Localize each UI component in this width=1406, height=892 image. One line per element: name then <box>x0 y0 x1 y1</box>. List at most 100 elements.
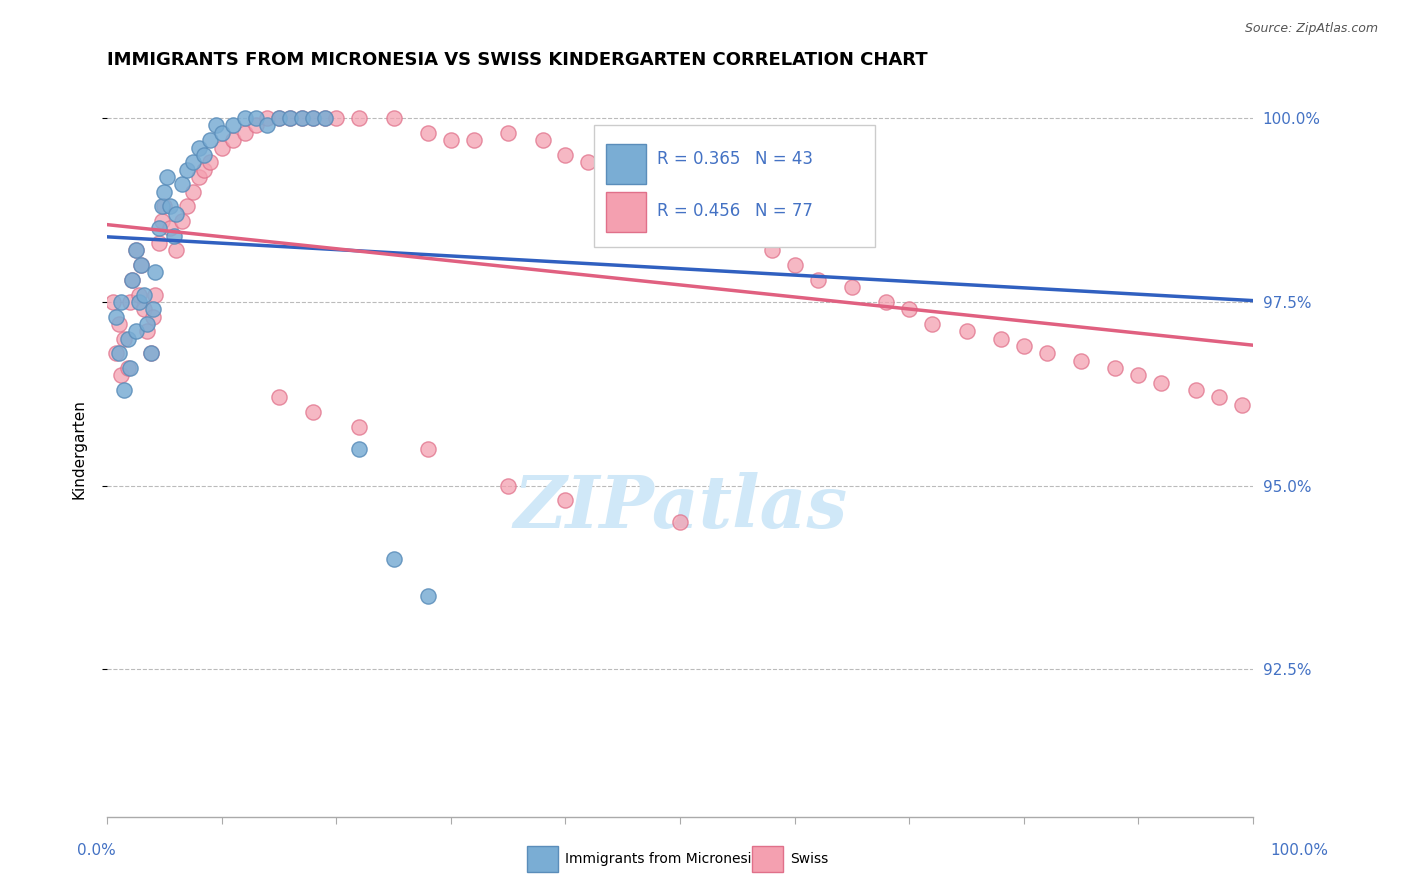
Point <box>128 294 150 309</box>
Point <box>117 361 139 376</box>
Point <box>1070 353 1092 368</box>
Point <box>117 332 139 346</box>
Text: Swiss: Swiss <box>790 852 828 866</box>
Point <box>875 294 897 309</box>
Point <box>1208 391 1230 405</box>
Point <box>187 140 209 154</box>
Point <box>150 199 173 213</box>
Point <box>1035 346 1057 360</box>
Point <box>325 111 347 125</box>
Point <box>314 111 336 125</box>
Point <box>165 244 187 258</box>
Point <box>496 126 519 140</box>
Point <box>233 126 256 140</box>
Point <box>416 126 439 140</box>
Point <box>841 280 863 294</box>
Point <box>645 185 668 199</box>
Text: R = 0.365: R = 0.365 <box>657 150 741 168</box>
FancyBboxPatch shape <box>595 126 875 247</box>
Point <box>496 479 519 493</box>
Text: 100.0%: 100.0% <box>1271 843 1329 858</box>
Point <box>416 442 439 456</box>
Point <box>302 111 325 125</box>
Point <box>725 228 748 243</box>
Point <box>200 133 222 147</box>
Point <box>256 111 278 125</box>
Point <box>291 111 314 125</box>
Point <box>669 199 692 213</box>
Point <box>267 111 290 125</box>
Point <box>170 214 193 228</box>
Point <box>148 236 170 251</box>
Point <box>347 420 370 434</box>
Point <box>107 317 129 331</box>
Point <box>181 155 204 169</box>
Point <box>162 228 184 243</box>
Point <box>143 265 166 279</box>
FancyBboxPatch shape <box>606 192 645 232</box>
Point <box>440 133 463 147</box>
Y-axis label: Kindergarten: Kindergarten <box>72 399 86 499</box>
Point <box>170 178 193 192</box>
Text: N = 43: N = 43 <box>755 150 813 168</box>
Point <box>783 258 806 272</box>
Point <box>107 346 129 360</box>
Point <box>205 119 228 133</box>
Point <box>211 126 233 140</box>
Point <box>148 221 170 235</box>
Point <box>761 244 783 258</box>
Point <box>256 119 278 133</box>
Point <box>110 368 132 383</box>
Point <box>142 302 165 317</box>
Point <box>921 317 943 331</box>
Point <box>692 214 714 228</box>
Point <box>554 148 576 162</box>
Point <box>1012 339 1035 353</box>
Point <box>1230 398 1253 412</box>
Point <box>898 302 921 317</box>
Point <box>136 317 159 331</box>
Text: Source: ZipAtlas.com: Source: ZipAtlas.com <box>1244 22 1378 36</box>
Point <box>990 332 1012 346</box>
Point <box>554 493 576 508</box>
Point <box>347 111 370 125</box>
Point <box>302 111 325 125</box>
Point <box>347 442 370 456</box>
Point <box>187 169 209 184</box>
Point <box>200 155 222 169</box>
Point <box>463 133 485 147</box>
Point <box>612 169 634 184</box>
Point <box>669 516 692 530</box>
Point <box>576 155 599 169</box>
Point <box>382 552 405 566</box>
Point <box>131 258 153 272</box>
Point <box>806 273 828 287</box>
Point <box>181 185 204 199</box>
Point <box>1150 376 1173 390</box>
Point <box>125 244 148 258</box>
Point <box>112 383 135 397</box>
Point <box>302 405 325 419</box>
Point <box>118 294 141 309</box>
Point <box>143 287 166 301</box>
Point <box>150 214 173 228</box>
Point <box>101 294 124 309</box>
Point <box>291 111 314 125</box>
Point <box>245 119 267 133</box>
Point <box>955 324 977 338</box>
Point <box>136 324 159 338</box>
Text: R = 0.456: R = 0.456 <box>657 202 741 220</box>
Point <box>222 133 245 147</box>
Point <box>382 111 405 125</box>
Point <box>280 111 302 125</box>
Point <box>165 207 187 221</box>
Point <box>142 310 165 324</box>
Point <box>267 111 290 125</box>
Text: N = 77: N = 77 <box>755 202 813 220</box>
Point <box>121 273 143 287</box>
Point <box>222 119 245 133</box>
Point <box>193 148 215 162</box>
Point <box>105 346 128 360</box>
Point <box>132 287 155 301</box>
Point <box>112 332 135 346</box>
